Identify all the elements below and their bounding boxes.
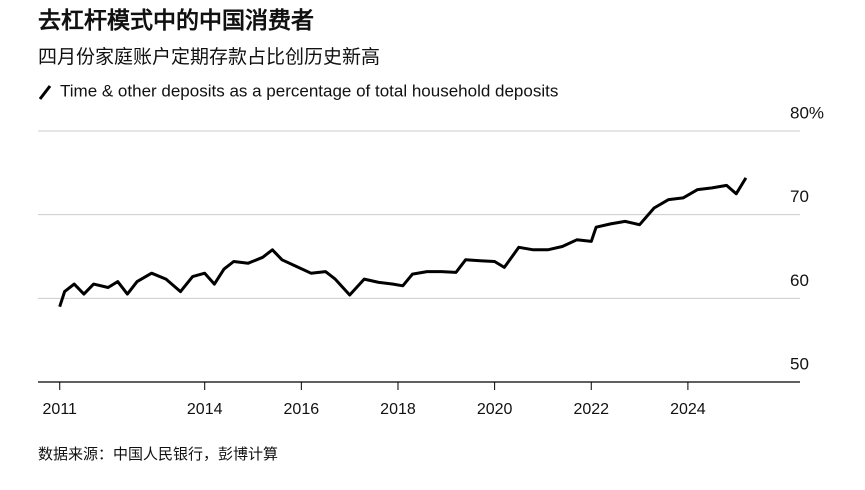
chart-title: 去杠杆模式中的中国消费者: [38, 7, 314, 33]
data-line: [58, 177, 748, 308]
x-tick-label: 2016: [284, 401, 320, 418]
legend-label: Time & other deposits as a percentage of…: [60, 81, 558, 100]
y-tick-label: 50: [790, 354, 809, 373]
x-tick-label: 2020: [477, 401, 513, 418]
legend-symbol: [38, 85, 52, 100]
x-tick-label: 2011: [43, 401, 78, 418]
x-tick-label: 2014: [187, 401, 223, 418]
chart-subtitle: 四月份家庭账户定期存款占比创历史新高: [38, 46, 380, 68]
y-tick-label: 80%: [790, 103, 824, 122]
x-tick-label: 2024: [670, 401, 706, 418]
source-note: 数据来源：中国人民银行，彭博计算: [38, 445, 278, 463]
y-tick-label: 70: [790, 187, 809, 206]
x-tick-label: 2022: [573, 401, 609, 418]
x-tick-label: 2018: [380, 401, 416, 418]
y-tick-label: 60: [790, 271, 809, 290]
